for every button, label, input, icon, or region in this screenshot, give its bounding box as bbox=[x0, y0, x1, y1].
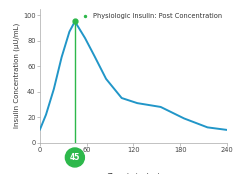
X-axis label: Time (minutes): Time (minutes) bbox=[107, 172, 160, 174]
Legend: Physiologic Insulin: Post Concentration: Physiologic Insulin: Post Concentration bbox=[77, 12, 224, 21]
Y-axis label: Insulin Concentration (μU/mL): Insulin Concentration (μU/mL) bbox=[14, 23, 20, 128]
Text: 45: 45 bbox=[70, 153, 80, 162]
